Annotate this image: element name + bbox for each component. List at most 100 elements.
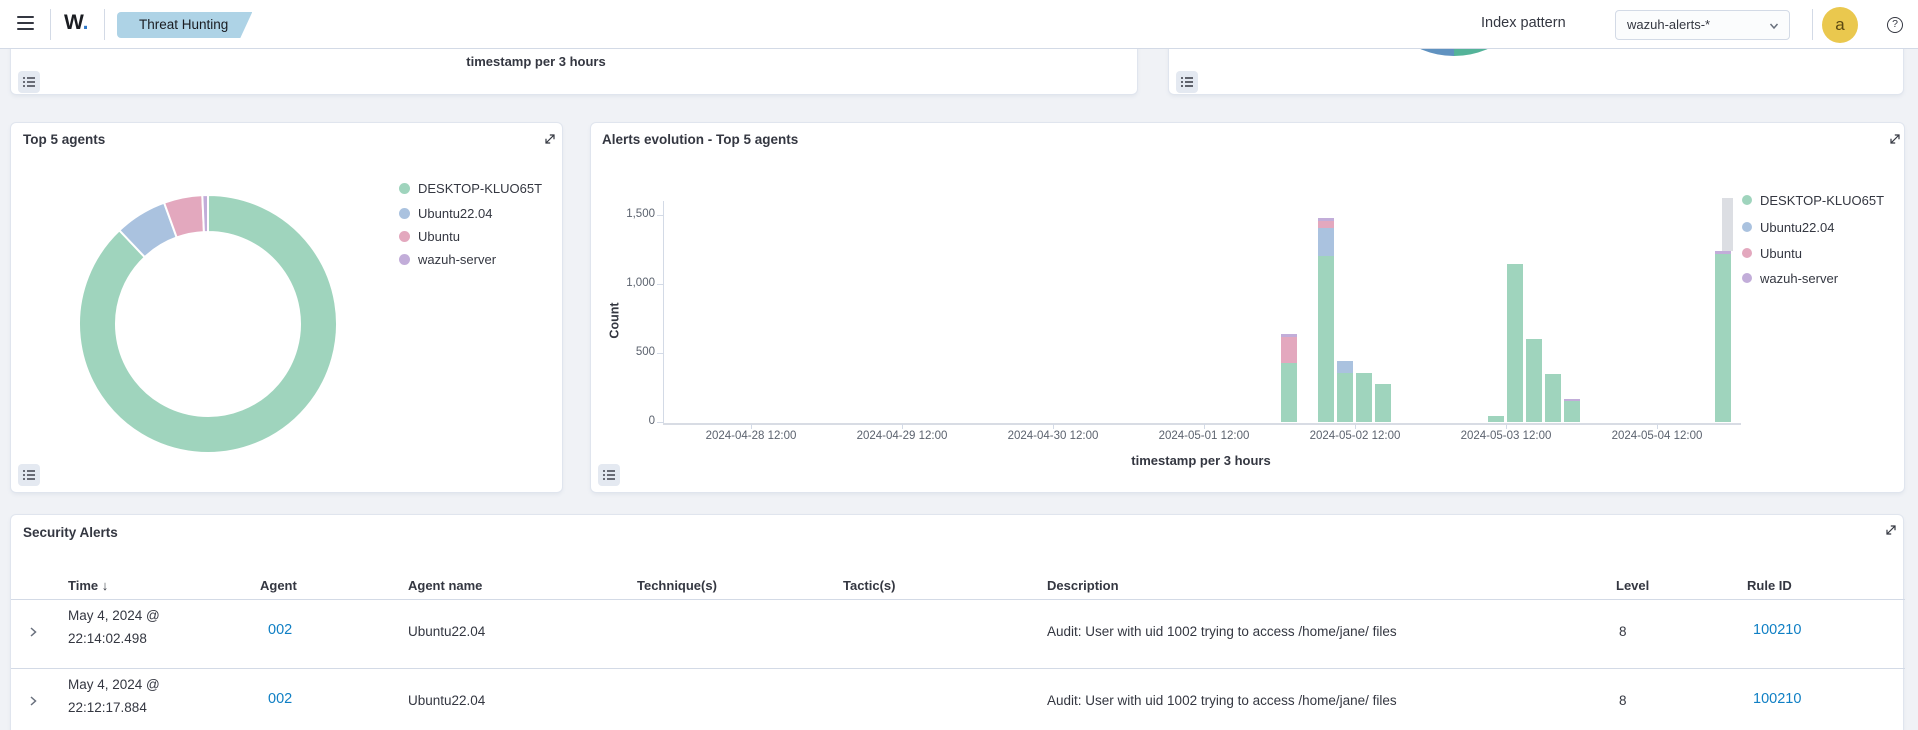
column-header-description[interactable]: Description <box>1047 578 1119 593</box>
donut-slice[interactable] <box>201 193 209 234</box>
bar-segment[interactable] <box>1281 363 1297 422</box>
menu-icon[interactable] <box>17 16 34 31</box>
expand-icon <box>1886 525 1896 535</box>
legend-item[interactable]: wazuh-server <box>418 252 497 267</box>
list-icon <box>603 470 615 480</box>
y-axis-line <box>663 201 664 423</box>
wazuh-logo[interactable]: W. <box>64 11 89 34</box>
cell-time: May 4, 2024 @ <box>68 608 160 623</box>
legend-item[interactable]: Ubuntu22.04 <box>418 206 493 221</box>
legend-toggle-button[interactable] <box>18 464 40 486</box>
bar-segment[interactable] <box>1356 373 1372 422</box>
bar-segment[interactable] <box>1318 221 1334 228</box>
list-icon <box>23 470 35 480</box>
bar-segment[interactable] <box>1281 337 1297 363</box>
divider <box>1812 9 1813 40</box>
legend-dot <box>399 230 410 242</box>
x-axis-line <box>663 423 1741 425</box>
expand-panel-button[interactable] <box>1884 523 1898 537</box>
cell-time-ms: 22:12:17.884 <box>68 700 147 715</box>
column-header-techniques[interactable]: Technique(s) <box>637 578 717 593</box>
bar-segment[interactable] <box>1337 361 1353 373</box>
table-row[interactable]: May 4, 2024 @ 22:14:02.498 002 Ubuntu22.04 A… <box>11 599 1905 668</box>
cell-description: Audit: User with uid 1002 trying to acce… <box>1047 624 1397 639</box>
bar-segment[interactable] <box>1318 218 1334 221</box>
user-avatar[interactable]: a <box>1822 7 1858 43</box>
cell-time-ms: 22:14:02.498 <box>68 631 147 646</box>
donut-chart[interactable] <box>73 189 343 459</box>
legend-item[interactable]: wazuh-server <box>1760 271 1839 286</box>
column-header-agent[interactable]: Agent <box>260 578 297 593</box>
x-tick <box>1657 424 1658 429</box>
x-tick-label: 2024-04-29 12:00 <box>856 430 948 442</box>
cell-description: Audit: User with uid 1002 trying to acce… <box>1047 693 1397 708</box>
legend-toggle-button[interactable] <box>18 71 40 93</box>
column-header-agent-name[interactable]: Agent name <box>408 578 483 593</box>
panel-security-alerts: Security Alerts Time ↓ Agent Agent name … <box>10 514 1905 730</box>
cell-rule-id-link[interactable]: 100210 <box>1753 622 1802 638</box>
top-navigation-bar: W. Threat Hunting Index pattern wazuh-al… <box>0 0 1918 49</box>
help-icon[interactable]: ? <box>1887 17 1903 33</box>
column-header-rule-id[interactable]: Rule ID <box>1747 578 1792 593</box>
expand-icon <box>545 134 555 144</box>
table-row[interactable]: May 4, 2024 @ 22:12:17.884 002 Ubuntu22.04 A… <box>11 668 1905 730</box>
column-header-tactics[interactable]: Tactic(s) <box>843 578 896 593</box>
bar-segment[interactable] <box>1564 399 1580 401</box>
index-pattern-label: Index pattern <box>1481 15 1566 31</box>
x-tick-label: 2024-05-01 12:00 <box>1158 430 1250 442</box>
bar-segment[interactable] <box>1507 264 1523 422</box>
bar-partial-bucket[interactable] <box>1722 198 1733 251</box>
expand-row-icon[interactable] <box>27 626 39 638</box>
column-header-time[interactable]: Time ↓ <box>68 578 109 593</box>
panel-alerts-evolution: Alerts evolution - Top 5 agents Count ti… <box>590 122 1905 493</box>
breadcrumb-threat-hunting[interactable]: Threat Hunting <box>117 12 252 38</box>
bar-segment[interactable] <box>1337 373 1353 422</box>
index-pattern-select[interactable]: wazuh-alerts-* <box>1615 10 1790 40</box>
bar-segment[interactable] <box>1564 401 1580 422</box>
legend-item[interactable]: Ubuntu <box>418 229 460 244</box>
legend-item[interactable]: DESKTOP-KLUO65T <box>1760 193 1885 208</box>
bar-segment[interactable] <box>1715 254 1731 422</box>
table-divider <box>11 668 1905 669</box>
bar-segment[interactable] <box>1375 384 1391 422</box>
y-tick <box>657 422 663 423</box>
x-tick-label: 2024-05-02 12:00 <box>1309 430 1401 442</box>
bar-segment[interactable] <box>1281 334 1297 337</box>
cell-rule-id-link[interactable]: 100210 <box>1753 691 1802 707</box>
expand-panel-button[interactable] <box>543 132 557 146</box>
cell-agent-link[interactable]: 002 <box>268 691 293 707</box>
divider <box>104 9 105 40</box>
cell-time: May 4, 2024 @ <box>68 677 160 692</box>
legend-dot <box>399 182 410 194</box>
legend-dot <box>1742 247 1752 258</box>
expand-icon <box>1890 134 1900 144</box>
bar-segment[interactable] <box>1715 251 1731 254</box>
bar-segment[interactable] <box>1545 374 1561 422</box>
legend-toggle-button[interactable] <box>598 464 620 486</box>
y-tick-label: 500 <box>635 346 655 358</box>
legend-dot <box>399 207 410 219</box>
bar-segment[interactable] <box>1318 228 1334 256</box>
legend-item[interactable]: DESKTOP-KLUO65T <box>418 181 543 196</box>
cell-agent-link[interactable]: 002 <box>268 622 293 638</box>
legend-toggle-button[interactable] <box>1176 71 1198 93</box>
legend-item[interactable]: Ubuntu22.04 <box>1760 220 1835 235</box>
x-tick <box>751 424 752 429</box>
bar-segment[interactable] <box>1318 256 1334 422</box>
legend-item[interactable]: Ubuntu <box>1760 246 1802 261</box>
y-tick <box>657 284 663 285</box>
bar-segment[interactable] <box>1526 339 1542 422</box>
table-divider <box>11 599 1905 600</box>
column-header-level[interactable]: Level <box>1616 578 1650 593</box>
legend-dot <box>399 253 410 265</box>
legend-dot <box>1742 221 1752 232</box>
y-tick-label: 1,000 <box>626 277 655 289</box>
cell-level: 8 <box>1619 624 1627 639</box>
cell-agent-name: Ubuntu22.04 <box>408 624 486 639</box>
y-tick <box>657 353 663 354</box>
expand-panel-button[interactable] <box>1888 132 1902 146</box>
expand-row-icon[interactable] <box>27 695 39 707</box>
y-tick <box>657 215 663 216</box>
donut-slice[interactable] <box>78 193 338 454</box>
bar-segment[interactable] <box>1488 416 1504 422</box>
